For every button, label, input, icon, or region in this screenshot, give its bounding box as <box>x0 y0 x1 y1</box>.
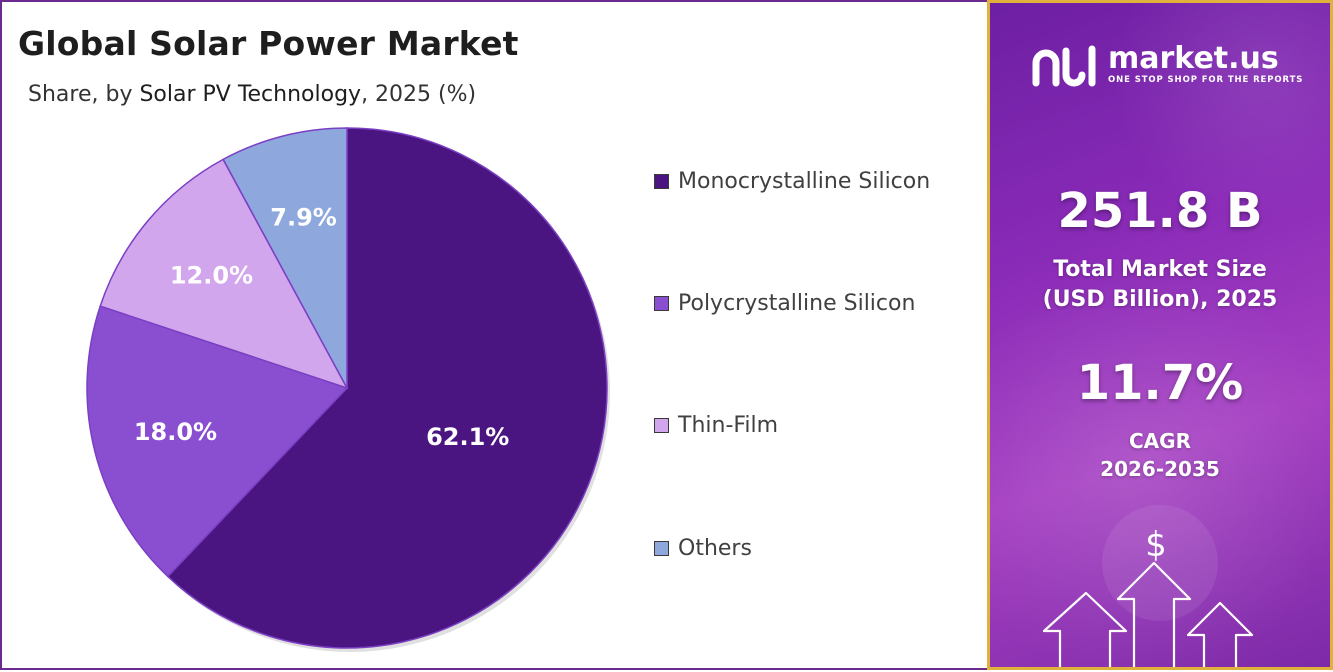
legend-item-thin-film: Thin-Film <box>654 413 778 438</box>
chart-subtitle: Share, by Solar PV Technology, 2025 (%) <box>28 82 476 107</box>
brand-name: market.us <box>1108 41 1279 76</box>
legend-label: Thin-Film <box>678 413 779 438</box>
chart-title: Global Solar Power Market <box>18 24 519 63</box>
summary-panel: market.us ONE STOP SHOP FOR THE REPORTS … <box>987 0 1333 670</box>
subtitle-suffix: , 2025 (%) <box>361 82 477 107</box>
pie-slice-thin-film <box>99 158 349 390</box>
subtitle-prefix: Share, by <box>28 82 140 107</box>
market-us-logo-icon <box>1032 45 1096 87</box>
legend-item-others: Others <box>654 536 752 561</box>
legend-item-monocrystalline-silicon: Monocrystalline Silicon <box>654 169 930 194</box>
legend-label: Monocrystalline Silicon <box>678 169 931 194</box>
legend-item-polycrystalline-silicon: Polycrystalline Silicon <box>654 291 915 316</box>
pie-slice-polycrystalline-silicon <box>86 305 349 578</box>
dollar-symbol: $ <box>1145 525 1167 565</box>
legend-swatch <box>654 541 669 556</box>
chart-legend: Monocrystalline Silicon Polycrystalline S… <box>654 2 984 672</box>
pie-label-polycrystalline-silicon: 18.0% <box>134 418 217 446</box>
pie-slice-monocrystalline-silicon <box>166 127 608 649</box>
legend-swatch <box>654 296 669 311</box>
legend-label: Others <box>678 536 752 561</box>
pie-slice-others <box>222 127 348 389</box>
cagr-label-line2: 2026-2035 <box>1100 457 1220 481</box>
pie-label-thin-film: 12.0% <box>170 261 253 289</box>
legend-swatch <box>654 174 669 189</box>
growth-arrows-icon: $ <box>1042 505 1254 667</box>
pie-chart: 62.1% 18.0% 12.0% 7.9% <box>86 127 610 652</box>
cagr-label-line1: CAGR <box>1129 429 1191 453</box>
pie-label-monocrystalline-silicon: 62.1% <box>426 423 509 451</box>
market-size-value: 251.8 B <box>1057 183 1263 239</box>
legend-swatch <box>654 418 669 433</box>
market-size-label-line1: Total Market Size <box>1053 257 1267 282</box>
subtitle-segment: Solar PV Technology <box>139 82 362 107</box>
legend-label: Polycrystalline Silicon <box>678 291 916 316</box>
chart-panel: Global Solar Power Market Share, by Sola… <box>0 0 987 670</box>
pie-label-others: 7.9% <box>270 204 337 232</box>
brand: market.us ONE STOP SHOP FOR THE REPORTS <box>1030 41 1304 93</box>
cagr-value: 11.7% <box>1076 355 1244 411</box>
brand-tagline: ONE STOP SHOP FOR THE REPORTS <box>1108 75 1304 85</box>
market-size-label-line2: (USD Billion), 2025 <box>1042 287 1278 312</box>
